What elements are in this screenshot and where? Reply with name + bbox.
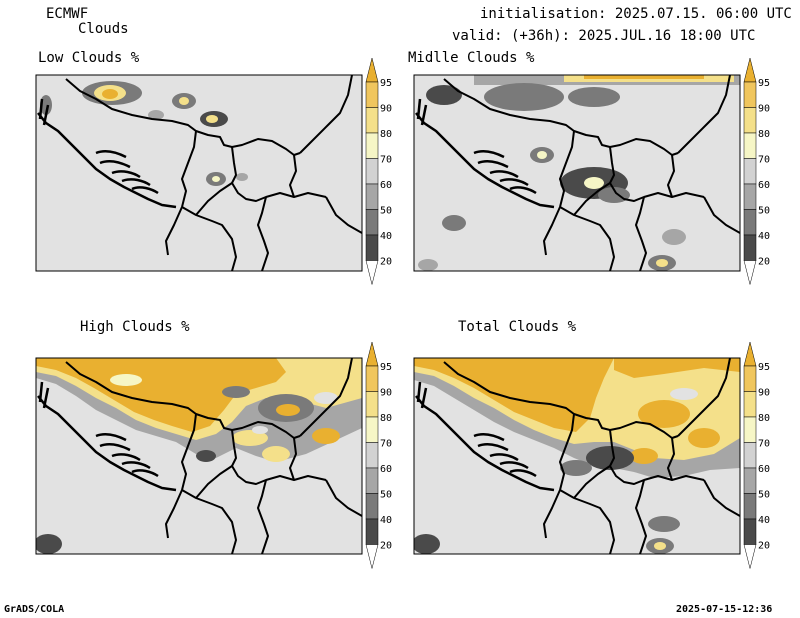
cloud-field-middle	[418, 75, 740, 271]
colorbar-min-triangle	[743, 260, 757, 285]
colorbar-min-triangle	[743, 544, 757, 569]
colorbar-swatch	[743, 81, 757, 108]
colorbar-level-label: 40	[380, 515, 392, 526]
colorbar-high: 95 90 80 70 60 50 40 20	[365, 341, 392, 569]
colorbar-level-label: 80	[758, 129, 770, 140]
colorbar-swatch	[365, 391, 379, 418]
colorbar-swatch	[365, 442, 379, 469]
colorbar-level-label: 60	[380, 180, 392, 191]
colorbar-swatch	[365, 365, 379, 392]
colorbar-level-label: 40	[758, 231, 770, 242]
colorbar-level-label: 80	[380, 413, 392, 424]
colorbar-swatch	[365, 209, 379, 236]
colorbar-swatch	[743, 209, 757, 236]
colorbar-total: 95 90 80 70 60 50 40 20	[743, 341, 770, 569]
colorbar-level-label: 70	[380, 439, 392, 450]
colorbar-level-label: 20	[758, 257, 770, 268]
colorbar-swatch	[743, 183, 757, 210]
colorbar-swatch	[365, 416, 379, 443]
cloud-field-total	[414, 358, 740, 554]
colorbar-level-label: 70	[758, 155, 770, 166]
colorbar-swatch	[743, 442, 757, 469]
colorbar-level-label: 70	[758, 439, 770, 450]
colorbar-level-label: 90	[758, 104, 770, 115]
panel-title-total: Total Clouds %	[458, 319, 577, 335]
colorbar-swatch	[365, 493, 379, 520]
colorbar-swatch	[365, 518, 379, 545]
colorbar-swatch	[365, 158, 379, 185]
map-panel-high	[35, 357, 363, 555]
colorbar-swatch	[743, 132, 757, 159]
colorbar-swatch	[365, 107, 379, 134]
map-frame	[35, 74, 363, 272]
colorbar-level-label: 95	[380, 362, 392, 373]
colorbar-level-label: 40	[380, 231, 392, 242]
model-label: ECMWF	[46, 6, 89, 22]
colorbar-swatch	[743, 416, 757, 443]
colorbar-level-label: 20	[380, 257, 392, 268]
panel-title-high: High Clouds %	[80, 319, 190, 335]
colorbar-level-label: 50	[380, 206, 392, 217]
colorbar-swatch	[743, 518, 757, 545]
colorbar-max-triangle	[743, 341, 757, 367]
colorbar-swatch	[743, 234, 757, 261]
colorbar-swatch	[365, 467, 379, 494]
colorbar-level-label: 80	[380, 129, 392, 140]
colorbar-swatch	[743, 391, 757, 418]
colorbar-level-label: 95	[758, 362, 770, 373]
colorbar-swatch	[365, 81, 379, 108]
colorbar-level-label: 60	[758, 180, 770, 191]
panel-title-middle: Midlle Clouds %	[408, 50, 535, 66]
colorbar-swatch	[743, 467, 757, 494]
colorbar-level-label: 20	[758, 541, 770, 552]
colorbar-level-label: 40	[758, 515, 770, 526]
colorbar-level-label: 95	[380, 78, 392, 89]
cloud-field-high	[36, 358, 362, 554]
colorbar-level-label: 90	[758, 388, 770, 399]
colorbar-swatch	[365, 132, 379, 159]
footer-software: GrADS/COLA	[4, 604, 65, 615]
colorbar-level-label: 60	[380, 464, 392, 475]
colorbar-level-label: 95	[758, 78, 770, 89]
map-panel-middle	[413, 74, 741, 272]
colorbar-swatch	[743, 493, 757, 520]
colorbar-swatch	[365, 234, 379, 261]
map-panel-low	[35, 74, 363, 272]
valid-time: valid: (+36h): 2025.JUL.16 18:00 UTC	[452, 28, 756, 44]
colorbar-level-label: 50	[380, 490, 392, 501]
colorbar-max-triangle	[743, 57, 757, 83]
colorbar-level-label: 70	[380, 155, 392, 166]
colorbar-level-label: 90	[380, 388, 392, 399]
colorbar-low: 95 90 80 70 60 50 40 20	[365, 57, 392, 285]
colorbar-level-label: 20	[380, 541, 392, 552]
colorbar-min-triangle	[365, 260, 379, 285]
init-time: initialisation: 2025.07.15. 06:00 UTC	[480, 6, 792, 22]
colorbar-max-triangle	[365, 57, 379, 83]
colorbar-middle: 95 90 80 70 60 50 40 20	[743, 57, 770, 285]
product-label: Clouds	[78, 21, 129, 37]
colorbar-level-label: 90	[380, 104, 392, 115]
colorbar-swatch	[743, 107, 757, 134]
footer-timestamp: 2025-07-15-12:36	[676, 604, 773, 615]
colorbar-level-label: 80	[758, 413, 770, 424]
colorbar-level-label: 60	[758, 464, 770, 475]
colorbar-swatch	[743, 158, 757, 185]
colorbar-level-label: 50	[758, 490, 770, 501]
map-panel-total	[413, 357, 741, 555]
colorbar-min-triangle	[365, 544, 379, 569]
panel-title-low: Low Clouds %	[38, 50, 140, 66]
colorbar-level-label: 50	[758, 206, 770, 217]
colorbar-swatch	[365, 183, 379, 210]
colorbar-max-triangle	[365, 341, 379, 367]
colorbar-swatch	[743, 365, 757, 392]
